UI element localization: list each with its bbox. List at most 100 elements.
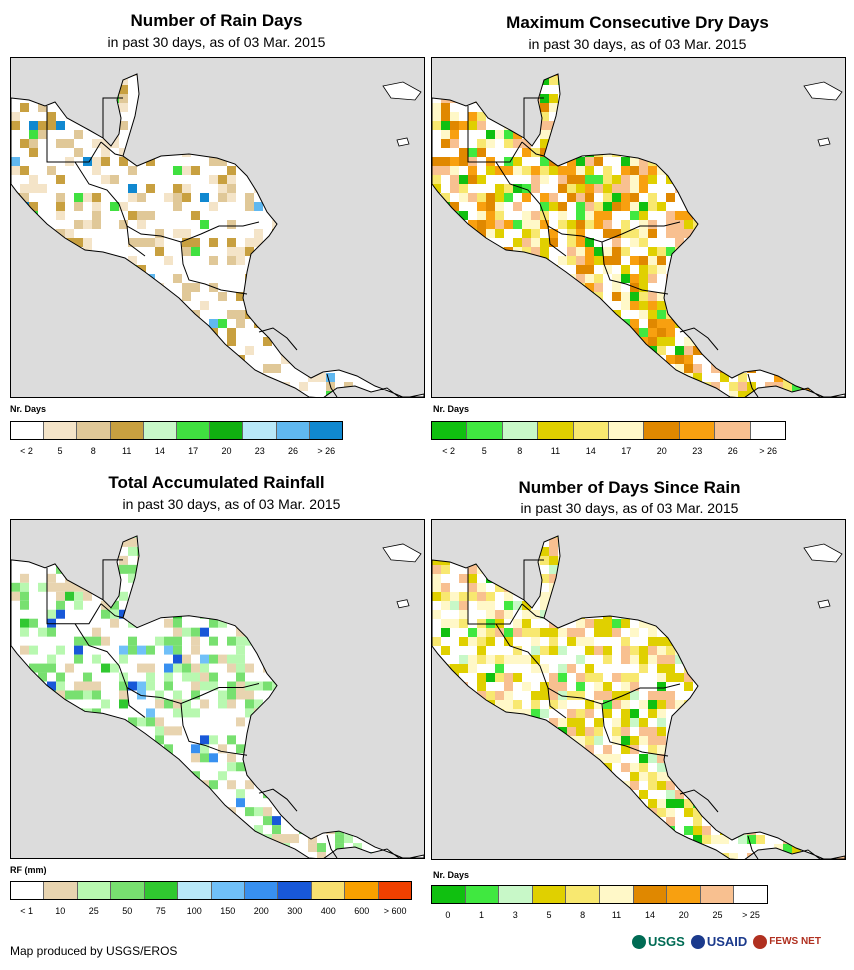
grid-cell: [344, 681, 353, 691]
grid-cell: [263, 852, 272, 858]
grid-cell: [801, 610, 810, 619]
grid-cell: [236, 546, 245, 556]
grid-cell: [450, 673, 459, 682]
grid-cell: [137, 744, 146, 754]
island: [382, 81, 422, 101]
grid-cell: [684, 718, 693, 727]
grid-cell: [326, 618, 335, 628]
grid-cell: [693, 247, 702, 256]
grid-cell: [639, 718, 648, 727]
grid-cell: [630, 691, 639, 700]
grid-cell: [432, 58, 441, 67]
grid-cell: [531, 112, 540, 121]
grid-cell: [317, 265, 326, 274]
grid-cell: [290, 535, 299, 538]
grid-cell: [729, 139, 738, 148]
grid-cell: [765, 328, 774, 337]
grid-cell: [558, 691, 567, 700]
grid-cell: [380, 292, 389, 301]
grid-cell: [263, 780, 272, 790]
grid-cell: [477, 601, 486, 610]
grid-cell: [11, 582, 20, 592]
grid-cell: [666, 328, 675, 337]
grid-cell: [11, 229, 20, 238]
grid-cell: [756, 772, 765, 781]
grid-cell: [792, 718, 801, 727]
legend-label: 5: [546, 910, 552, 920]
grid-cell: [603, 536, 612, 538]
grid-cell: [801, 700, 810, 709]
grid-cell: [621, 103, 630, 112]
grid-cell: [504, 103, 513, 112]
grid-cell: [558, 601, 567, 610]
grid-cell: [810, 175, 819, 184]
grid-cell: [362, 229, 371, 238]
grid-cell: [495, 130, 504, 139]
grid-cell: [308, 573, 317, 583]
grid-cell: [38, 319, 47, 328]
grid-cell: [200, 654, 209, 664]
grid-cell: [549, 718, 558, 727]
grid-cell: [765, 646, 774, 655]
grid-cell: [540, 220, 549, 229]
grid-cell: [819, 346, 828, 355]
grid-cell: [164, 672, 173, 682]
grid-cell: [146, 238, 155, 247]
grid-cell: [200, 76, 209, 85]
land-area: [11, 74, 424, 397]
grid-cell: [612, 547, 621, 556]
grid-cell: [227, 555, 236, 565]
grid-cell: [774, 184, 783, 193]
grid-cell: [792, 538, 801, 547]
grid-cell: [110, 382, 119, 391]
grid-cell: [407, 337, 416, 346]
grid-cell: [576, 754, 585, 763]
grid-cell: [477, 58, 486, 67]
grid-cell: [639, 58, 648, 67]
legend-labels: < 1 10 25 50 75 100 150 200 300 400 600 > 600: [10, 906, 412, 918]
grid-cell: [47, 166, 56, 175]
legend-swatch: [750, 422, 786, 439]
grid-cell: [468, 799, 477, 808]
grid-cell: [495, 628, 504, 637]
grid-cell: [612, 727, 621, 736]
grid-cell: [38, 301, 47, 310]
grid-cell: [164, 103, 173, 112]
grid-cell: [432, 700, 441, 709]
grid-cell: [450, 184, 459, 193]
grid-cell: [477, 328, 486, 337]
grid-cell: [477, 391, 486, 397]
grid-cell: [567, 628, 576, 637]
grid-cell: [621, 781, 630, 790]
grid-cell: [477, 355, 486, 364]
grid-cell: [371, 319, 380, 328]
grid-cell: [801, 745, 810, 754]
grid-cell: [819, 664, 828, 673]
grid-cell: [450, 157, 459, 166]
grid-cell: [290, 520, 299, 529]
grid-cell: [371, 663, 380, 673]
grid-cell: [459, 175, 468, 184]
grid-cell: [486, 74, 495, 76]
grid-cell: [513, 58, 522, 67]
grid-cell: [92, 301, 101, 310]
grid-cell: [281, 771, 290, 781]
grid-cell: [227, 184, 236, 193]
grid-cell: [504, 283, 513, 292]
grid-cell: [468, 364, 477, 373]
grid-cell: [407, 618, 416, 628]
grid-cell: [657, 691, 666, 700]
grid-cell: [254, 807, 263, 817]
grid-cell: [594, 382, 603, 391]
grid-cell: [810, 565, 819, 574]
grid-cell: [486, 211, 495, 220]
grid-cell: [29, 220, 38, 229]
grid-cell: [531, 727, 540, 736]
grid-cell: [38, 672, 47, 682]
grid-cell: [792, 310, 801, 319]
grid-cell: [272, 319, 281, 328]
grid-cell: [477, 319, 486, 328]
grid-cell: [432, 391, 441, 397]
grid-cell: [20, 681, 29, 691]
grid-cell: [468, 148, 477, 157]
